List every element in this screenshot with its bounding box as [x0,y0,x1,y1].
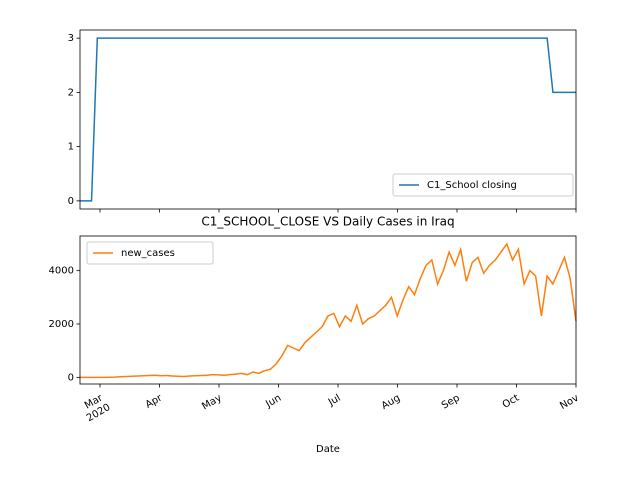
y-tick-label: 4000 [49,266,74,277]
y-tick-label: 2 [68,87,74,98]
legend-box [392,173,574,197]
x-axis-label: Date [316,444,340,455]
y-tick-label: 2000 [49,319,74,330]
data-line [80,242,577,379]
legend-box [86,241,214,265]
chart-title: C1_SCHOOL_CLOSE VS Daily Cases in Iraq [201,215,454,229]
axes-frame [79,29,577,210]
axes-frame [79,235,577,385]
y-tick-label: 1 [68,142,74,153]
y-tick-label: 3 [68,33,74,44]
legend-label: new_cases [121,248,175,259]
y-tick-label: 0 [68,196,74,207]
y-tick-label: 0 [68,372,74,383]
legend-label: C1_School closing [427,180,517,191]
data-line [80,37,576,202]
